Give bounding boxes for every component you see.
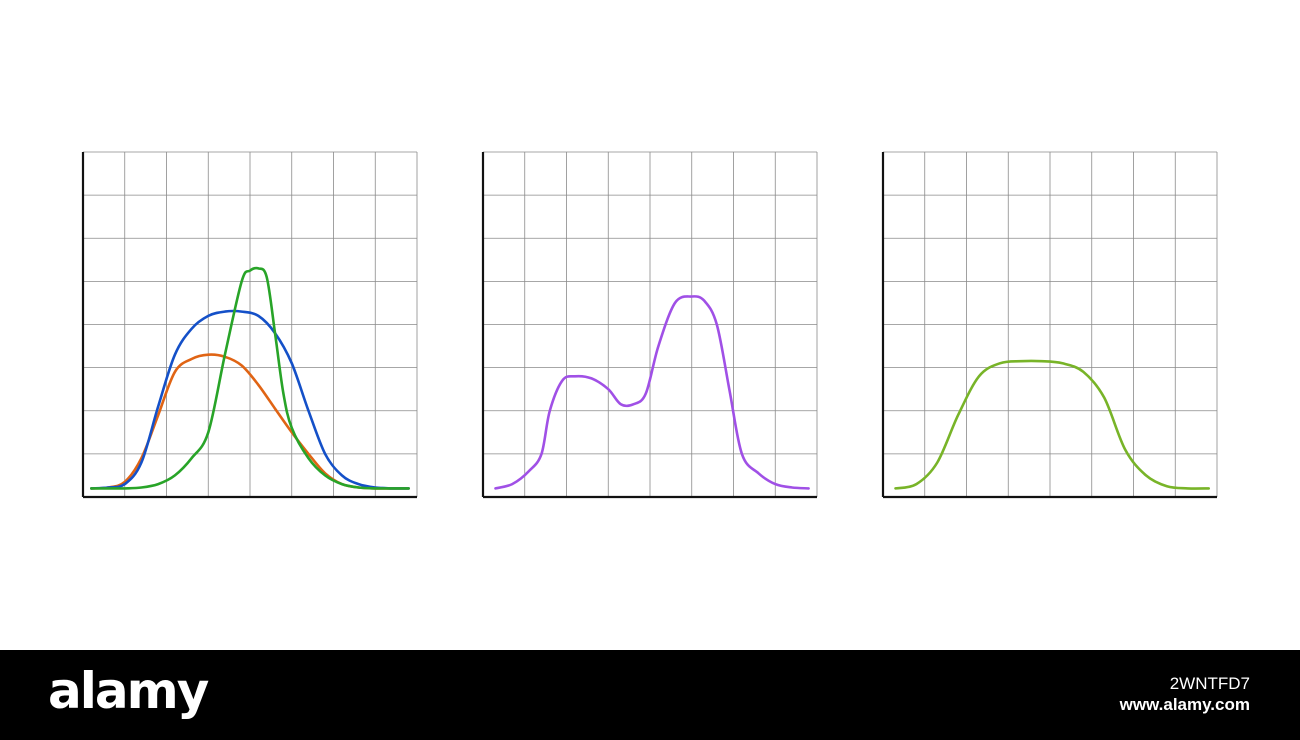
series-line-1 (894, 359, 1210, 490)
brand-logo: alamy (48, 662, 209, 720)
grid-lines (483, 151, 818, 497)
grid-lines (883, 151, 1218, 497)
chart-panel-1 (81, 151, 418, 499)
chart-panel-3 (881, 151, 1218, 499)
chart-panel-2 (481, 151, 818, 499)
series-line-1 (494, 295, 810, 490)
series-line-2 (90, 309, 410, 490)
series-line-3 (90, 266, 410, 490)
image-id: 2WNTFD7 (1169, 674, 1250, 693)
grid-lines (83, 151, 418, 497)
site-url: www.alamy.com (1119, 695, 1250, 714)
footer-bar: alamy 2WNTFD7 www.alamy.com (0, 650, 1300, 740)
charts-area (81, 151, 1218, 499)
